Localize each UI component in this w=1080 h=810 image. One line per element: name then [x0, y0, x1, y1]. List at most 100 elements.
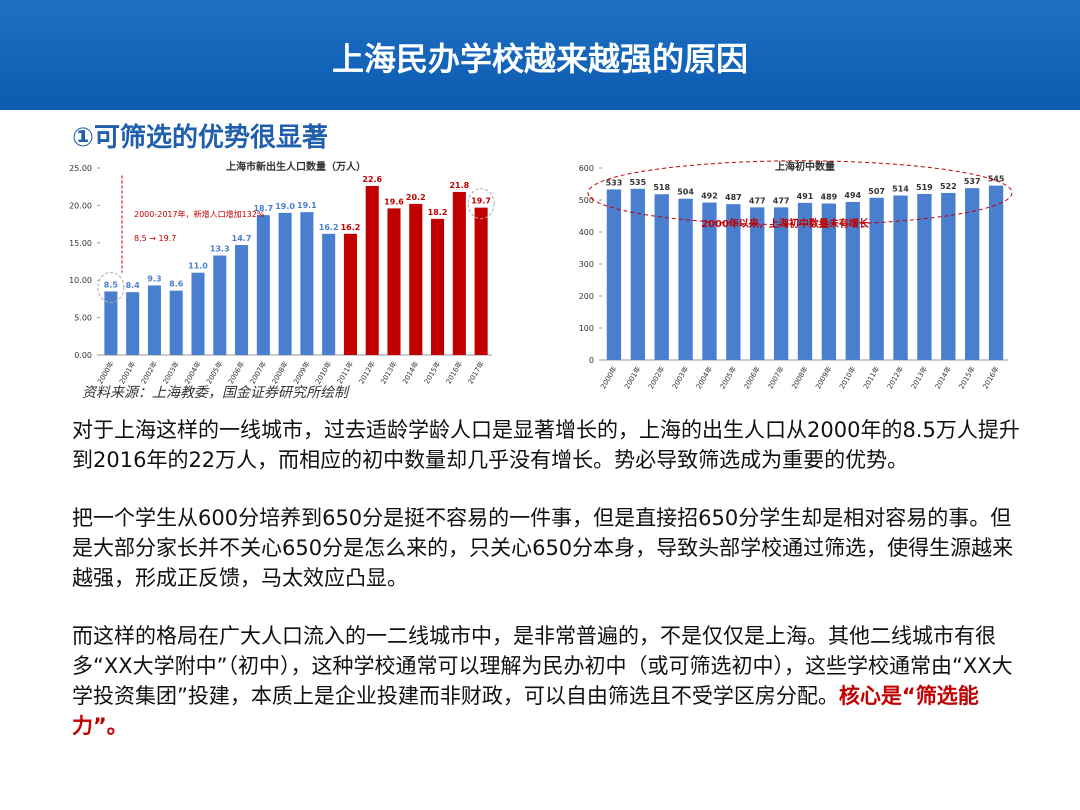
x-tick-label: 2001年 — [622, 365, 642, 391]
data-label: 9.3 — [147, 274, 161, 283]
data-label: 8.6 — [169, 280, 184, 289]
data-label: 8.5 — [104, 280, 119, 289]
bar — [431, 218, 445, 355]
y-tick-label: 0 — [589, 356, 594, 365]
data-label: 514 — [892, 185, 909, 194]
bar — [409, 203, 423, 355]
data-label: 16.2 — [319, 223, 339, 232]
emphasis: 核心是“筛选能力”。 — [72, 684, 979, 738]
bar — [845, 201, 860, 360]
bar — [169, 290, 183, 355]
bar — [147, 285, 161, 355]
y-tick-label: 15.00 — [69, 239, 92, 248]
bar — [191, 272, 205, 355]
paragraph: 对于上海这样的一线城市，过去适龄学龄人口是显著增长的，上海的出生人口从2000年… — [72, 418, 1020, 472]
bar — [893, 195, 908, 360]
bar — [452, 191, 466, 355]
x-tick-label: 2014年 — [933, 365, 953, 391]
data-label: 519 — [916, 183, 933, 192]
bar — [702, 202, 717, 360]
data-label: 494 — [844, 191, 861, 200]
bar — [678, 198, 693, 360]
x-tick-label: 2013年 — [909, 365, 929, 391]
data-label: 8.4 — [126, 281, 141, 290]
x-tick-label: 2011年 — [861, 365, 881, 391]
highlight-circle — [467, 188, 495, 220]
bar — [917, 193, 932, 360]
data-label: 14.7 — [232, 234, 252, 243]
bar — [941, 192, 956, 360]
bar — [278, 212, 292, 355]
y-tick-label: 100 — [579, 324, 594, 333]
x-tick-label: 2010年 — [837, 365, 857, 391]
data-label: 20.2 — [406, 193, 426, 202]
data-label: 518 — [653, 183, 670, 192]
data-label: 545 — [988, 175, 1005, 184]
data-label: 22.6 — [362, 175, 382, 184]
chart-title: 上海市新出生人口数量（万人） — [226, 160, 366, 173]
x-tick-label: 2009年 — [813, 365, 833, 391]
slide-title: 上海民办学校越来越强的原因 — [331, 40, 748, 78]
bar — [104, 291, 118, 355]
y-tick-label: 500 — [579, 196, 594, 205]
bar — [869, 197, 884, 360]
bar — [630, 188, 645, 360]
source-note: 资料来源：上海教委，国金证券研究所绘制 — [82, 385, 348, 401]
data-label: 19.7 — [471, 197, 491, 206]
data-label: 533 — [606, 178, 623, 187]
data-label: 18.2 — [428, 208, 448, 217]
x-tick-label: 2012年 — [885, 365, 905, 391]
y-tick-label: 0.00 — [74, 351, 92, 360]
x-tick-label: 2012年 — [357, 360, 377, 386]
x-tick-label: 2005年 — [718, 365, 738, 391]
paragraph: 把一个学生从600分培养到650分是挺不容易的一件事，但是直接招650分学生却是… — [72, 506, 1014, 590]
x-tick-label: 2004年 — [694, 365, 714, 391]
bar — [256, 215, 270, 355]
bar — [300, 212, 314, 355]
data-label: 537 — [964, 177, 981, 186]
y-tick-label: 300 — [579, 260, 594, 269]
bar — [654, 194, 669, 360]
data-label: 492 — [701, 192, 718, 201]
highlight-ellipse — [587, 160, 1013, 226]
y-tick-label: 400 — [579, 228, 594, 237]
data-label: 18.7 — [253, 204, 273, 213]
x-tick-label: 2013年 — [379, 360, 399, 386]
section-title: ①可筛选的优势很显著 — [72, 123, 329, 153]
bar — [773, 207, 789, 360]
bar — [606, 189, 622, 360]
x-tick-label: 2000年 — [598, 365, 618, 391]
bar — [343, 233, 357, 355]
header-bar: 上海民办学校越来越强的原因 — [0, 0, 1080, 110]
data-label: 13.3 — [210, 245, 230, 254]
annotation: 2000-2017年，新增人口增加132% — [134, 209, 265, 219]
bar — [387, 208, 401, 355]
bar — [213, 255, 227, 355]
data-label: 491 — [797, 192, 814, 201]
x-tick-label: 2003年 — [670, 365, 690, 391]
data-label: 16.2 — [341, 223, 361, 232]
body-text: 对于上海这样的一线城市，过去适龄学龄人口是显著增长的，上海的出生人口从2000年… — [72, 415, 1032, 769]
data-label: 507 — [868, 187, 885, 196]
chart-title: 上海初中数量 — [775, 160, 835, 173]
data-label: 477 — [773, 196, 790, 205]
data-label: 11.0 — [188, 262, 208, 271]
bar — [235, 245, 249, 355]
bar — [126, 292, 140, 355]
data-label: 522 — [940, 182, 957, 191]
bar — [365, 185, 379, 355]
data-label: 19.0 — [275, 202, 295, 211]
data-label: 21.8 — [449, 181, 469, 190]
bar — [322, 233, 336, 355]
bar — [474, 207, 488, 355]
y-tick-label: 200 — [579, 292, 594, 301]
x-tick-label: 2015年 — [957, 365, 977, 391]
bar — [821, 203, 837, 360]
x-tick-label: 2002年 — [646, 365, 666, 391]
x-tick-label: 2015年 — [422, 360, 442, 386]
x-tick-label: 2006年 — [742, 365, 762, 391]
y-tick-label: 25.00 — [69, 164, 92, 173]
y-tick-label: 600 — [579, 164, 594, 173]
data-label: 487 — [725, 193, 742, 202]
